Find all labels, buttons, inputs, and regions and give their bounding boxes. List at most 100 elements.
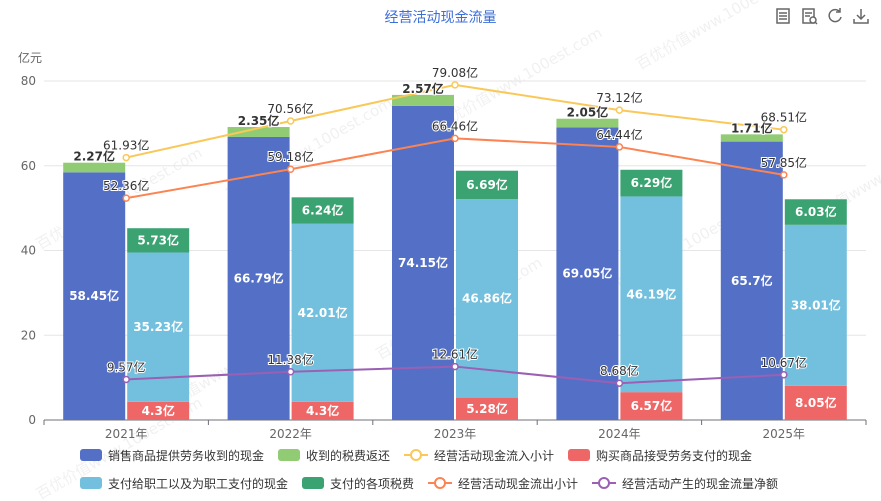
legend-item[interactable]: 购买商品接受劳务支付的现金 <box>568 447 752 464</box>
bar-segment <box>63 162 126 173</box>
legend-item[interactable]: 支付的各项税费 <box>302 475 414 492</box>
bar-data-label: 6.69亿 <box>466 177 508 192</box>
line-data-label: 59.18亿 <box>267 149 313 164</box>
x-tick-label: 2023年 <box>434 427 477 441</box>
legend-label: 经营活动产生的现金流量净额 <box>622 476 779 491</box>
line-data-label: 10.67亿 <box>761 355 807 370</box>
bar-data-label: 35.23亿 <box>133 319 183 334</box>
grid-layer: 亿元 0 20 40 60 80 2021年 2022年 2023年 2024年 2025年 <box>18 50 867 441</box>
chart-toolbar <box>773 6 871 26</box>
restore-icon[interactable] <box>799 6 819 26</box>
x-tick-label: 2022年 <box>269 427 312 441</box>
refresh-icon[interactable] <box>825 6 845 26</box>
bar-data-label: 2.05亿 <box>567 105 609 120</box>
line-data-label: 66.46亿 <box>432 118 478 133</box>
bar-data-label: 8.05亿 <box>795 395 837 410</box>
legend-label: 销售商品提供劳务收到的现金 <box>108 448 265 463</box>
legend-swatch <box>80 449 102 461</box>
line-data-label: 11.38亿 <box>267 352 313 367</box>
line-point <box>615 379 624 387</box>
bar-data-label: 5.28亿 <box>466 401 508 416</box>
line-data-label: 8.68亿 <box>600 363 639 378</box>
bar-segment <box>456 199 518 398</box>
bar-segment <box>456 397 518 420</box>
line-point <box>780 371 788 379</box>
bar-data-label: 2.57亿 <box>402 81 444 96</box>
bar-segment <box>720 141 783 420</box>
legend-label: 支付给职工以及为职工支付的现金 <box>108 476 289 491</box>
legend-label: 支付的各项税费 <box>330 476 415 491</box>
legend-label: 收到的税费返还 <box>306 448 391 463</box>
bar-segment <box>784 224 847 386</box>
legend-item[interactable]: 收到的税费返还 <box>278 447 390 464</box>
bar-segment <box>620 169 683 197</box>
download-icon[interactable] <box>851 6 871 26</box>
legend-swatch <box>302 477 325 489</box>
bar-segment <box>227 127 290 137</box>
legend-item[interactable]: 销售商品提供劳务收到的现金 <box>80 447 264 464</box>
line-data-label: 12.61亿 <box>432 347 478 362</box>
line-point <box>122 375 130 384</box>
legend-swatch <box>404 449 429 461</box>
chart-legend: 销售商品提供劳务收到的现金 收到的税费返还 经营活动现金流入小计 购买商品接受劳务支付… <box>80 441 880 497</box>
line-point <box>451 81 459 89</box>
bar-data-label: 65.7亿 <box>731 273 773 288</box>
bar-data-label: 46.86亿 <box>462 290 512 305</box>
bar-segment <box>291 197 354 224</box>
legend-item[interactable]: 经营活动产生的现金流量净额 <box>592 475 778 492</box>
bar-data-label: 6.03亿 <box>795 204 837 219</box>
bar-segment <box>291 401 354 420</box>
line-point <box>286 117 295 125</box>
legend-swatch <box>428 477 453 489</box>
chart-title: 经营活动现金流量 <box>384 10 497 26</box>
legend-swatch <box>568 449 591 461</box>
line-point <box>615 143 624 151</box>
legend-label: 经营活动现金流入小计 <box>434 448 555 463</box>
legend-item[interactable]: 经营活动现金流出小计 <box>428 475 578 492</box>
bar-data-label: 38.01亿 <box>791 297 841 312</box>
bar-data-label: 66.79亿 <box>234 270 284 285</box>
line-point <box>451 134 459 143</box>
legend-swatch <box>80 477 102 489</box>
bar-data-label: 5.73亿 <box>137 232 179 247</box>
legend-swatch <box>278 449 301 461</box>
y-tick-label: 40 <box>21 244 36 258</box>
legend-swatch <box>592 477 617 489</box>
bar-data-label: 58.45亿 <box>69 288 119 303</box>
bar-segment <box>63 172 126 420</box>
watermark-text: 百优价值www.100est.com <box>633 0 805 73</box>
line-point <box>615 106 624 114</box>
bar-segment <box>556 127 619 420</box>
y-axis-unit: 亿元 <box>18 50 42 65</box>
legend-item[interactable]: 支付给职工以及为职工支付的现金 <box>80 475 288 492</box>
bar-data-label: 74.15亿 <box>398 255 448 270</box>
legend-label: 经营活动现金流出小计 <box>458 476 579 491</box>
bar-data-label: 46.19亿 <box>626 286 676 301</box>
bar-segment <box>127 401 190 420</box>
bar-data-label: 4.3亿 <box>142 403 175 418</box>
bar-data-label: 6.29亿 <box>631 175 673 190</box>
label-layer: 58.45亿 2.27亿 66.79亿 2.35亿 74.15亿 2.57亿 69.05亿 2… <box>69 64 841 418</box>
legend-row: 支付给职工以及为职工支付的现金 支付的各项税费 经营活动现金流出小计 经营活动产生的现… <box>80 469 880 497</box>
bar-segment <box>720 134 783 142</box>
legend-item[interactable]: 经营活动现金流入小计 <box>404 447 554 464</box>
line-data-label: 70.56亿 <box>267 101 313 116</box>
bar-segment <box>127 228 190 253</box>
line-data-label: 61.93亿 <box>103 138 149 153</box>
data-view-icon[interactable] <box>773 6 793 26</box>
line-layer <box>122 81 788 387</box>
bar-data-label: 2.27亿 <box>73 149 115 164</box>
line-point <box>122 194 130 202</box>
x-tick-label: 2021年 <box>105 427 148 441</box>
line-data-label: 79.08亿 <box>432 65 478 80</box>
y-tick-label: 80 <box>21 74 36 88</box>
bar-data-label: 69.05亿 <box>562 266 612 281</box>
bar-segment <box>456 170 518 200</box>
bar-segment <box>556 118 619 128</box>
bar-data-label: 6.24亿 <box>302 203 344 218</box>
y-tick-label: 60 <box>21 159 36 173</box>
legend-row: 销售商品提供劳务收到的现金 收到的税费返还 经营活动现金流入小计 购买商品接受劳务支付… <box>80 441 880 469</box>
x-tick-label: 2024年 <box>598 427 641 441</box>
bar-data-label: 6.57亿 <box>631 398 673 413</box>
